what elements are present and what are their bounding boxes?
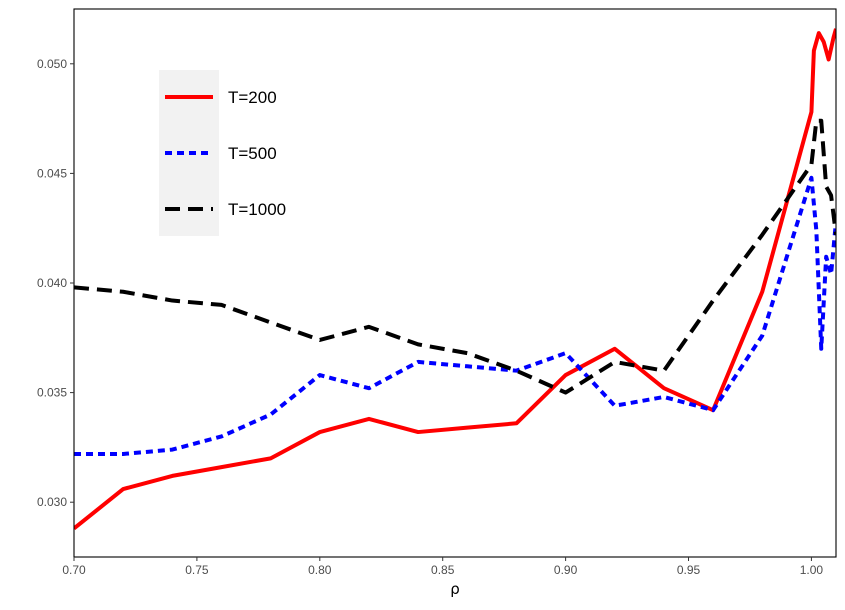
x-tick-label-0: 0.70 [62,563,86,577]
y-tick-label-0: 0.030 [37,495,67,509]
y-tick-label-3: 0.045 [37,166,67,180]
y-axis: 0.030 0.035 0.040 0.045 0.050 [37,57,74,509]
series-layer [74,28,836,531]
x-tick-label-5: 0.95 [677,563,701,577]
legend: T=200 T=500 T=1000 [159,70,286,236]
y-tick-label-4: 0.050 [37,57,67,71]
legend-label-1: T=500 [228,144,277,163]
legend-label-0: T=200 [228,88,277,107]
y-tick-label-2: 0.040 [37,276,67,290]
x-tick-label-1: 0.75 [185,563,209,577]
x-tick-label-2: 0.80 [308,563,332,577]
x-axis: 0.70 0.75 0.80 0.85 0.90 0.95 1.00 [62,557,823,577]
x-tick-label-4: 0.90 [554,563,578,577]
legend-label-2: T=1000 [228,200,286,219]
series-line-0 [74,28,836,531]
x-tick-label-3: 0.85 [431,563,455,577]
y-tick-label-1: 0.035 [37,386,67,400]
series-line-1 [74,175,836,456]
x-tick-label-6: 1.00 [800,563,824,577]
series-line-2 [74,118,836,395]
x-axis-title: ρ [450,580,460,598]
